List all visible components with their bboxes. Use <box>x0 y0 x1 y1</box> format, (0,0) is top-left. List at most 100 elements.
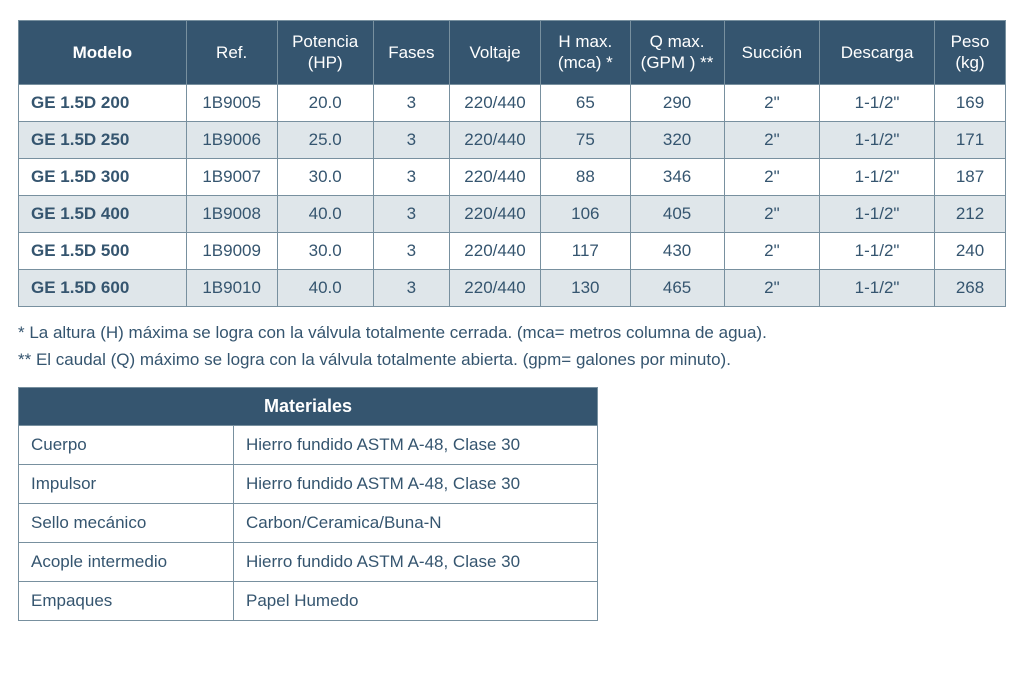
spec-col-header: Descarga <box>820 21 935 85</box>
table-cell: 169 <box>935 84 1006 121</box>
table-cell: 2" <box>724 121 820 158</box>
table-row: GE 1.5D 4001B900840.03220/4401064052"1-1… <box>19 195 1006 232</box>
table-cell: GE 1.5D 600 <box>19 269 187 306</box>
table-cell: 1B9009 <box>186 232 277 269</box>
materials-body: CuerpoHierro fundido ASTM A-48, Clase 30… <box>19 425 598 620</box>
table-cell: 117 <box>541 232 630 269</box>
table-row: Sello mecánicoCarbon/Ceramica/Buna-N <box>19 503 598 542</box>
table-cell: 220/440 <box>449 121 540 158</box>
table-cell: 3 <box>373 232 449 269</box>
table-cell: 40.0 <box>277 269 373 306</box>
table-cell: Hierro fundido ASTM A-48, Clase 30 <box>234 464 598 503</box>
table-cell: 2" <box>724 269 820 306</box>
specifications-table: ModeloRef.Potencia(HP)FasesVoltajeH max.… <box>18 20 1006 307</box>
table-cell: 1B9006 <box>186 121 277 158</box>
table-cell: 212 <box>935 195 1006 232</box>
table-cell: 2" <box>724 158 820 195</box>
table-row: Acople intermedioHierro fundido ASTM A-4… <box>19 542 598 581</box>
footnote-q: ** El caudal (Q) máximo se logra con la … <box>18 346 1006 373</box>
table-cell: 3 <box>373 269 449 306</box>
table-cell: 106 <box>541 195 630 232</box>
table-cell: 3 <box>373 84 449 121</box>
table-cell: 3 <box>373 195 449 232</box>
table-cell: 2" <box>724 232 820 269</box>
table-cell: 240 <box>935 232 1006 269</box>
table-cell: 30.0 <box>277 158 373 195</box>
materials-table: Materiales CuerpoHierro fundido ASTM A-4… <box>18 387 598 621</box>
footnote-h: * La altura (H) máxima se logra con la v… <box>18 319 1006 346</box>
table-cell: Papel Humedo <box>234 581 598 620</box>
spec-col-header: Q max.(GPM ) ** <box>630 21 724 85</box>
table-cell: 1-1/2" <box>820 84 935 121</box>
table-cell: Acople intermedio <box>19 542 234 581</box>
spec-col-header: Voltaje <box>449 21 540 85</box>
table-row: GE 1.5D 6001B901040.03220/4401304652"1-1… <box>19 269 1006 306</box>
table-cell: 220/440 <box>449 195 540 232</box>
table-cell: 25.0 <box>277 121 373 158</box>
table-cell: 65 <box>541 84 630 121</box>
spec-col-header: Modelo <box>19 21 187 85</box>
table-cell: 1B9005 <box>186 84 277 121</box>
table-row: GE 1.5D 2001B900520.03220/440652902"1-1/… <box>19 84 1006 121</box>
table-cell: 290 <box>630 84 724 121</box>
spec-col-header: Succión <box>724 21 820 85</box>
table-cell: 3 <box>373 121 449 158</box>
table-cell: Sello mecánico <box>19 503 234 542</box>
table-cell: 320 <box>630 121 724 158</box>
table-row: EmpaquesPapel Humedo <box>19 581 598 620</box>
table-cell: GE 1.5D 500 <box>19 232 187 269</box>
table-row: GE 1.5D 5001B900930.03220/4401174302"1-1… <box>19 232 1006 269</box>
table-cell: 3 <box>373 158 449 195</box>
table-cell: 220/440 <box>449 269 540 306</box>
table-cell: 1-1/2" <box>820 195 935 232</box>
table-cell: 268 <box>935 269 1006 306</box>
table-cell: 220/440 <box>449 84 540 121</box>
spec-col-header: Ref. <box>186 21 277 85</box>
table-cell: 1-1/2" <box>820 269 935 306</box>
spec-col-header: Peso (kg) <box>935 21 1006 85</box>
table-cell: 20.0 <box>277 84 373 121</box>
table-cell: 220/440 <box>449 232 540 269</box>
table-cell: Carbon/Ceramica/Buna-N <box>234 503 598 542</box>
table-cell: 430 <box>630 232 724 269</box>
table-cell: GE 1.5D 400 <box>19 195 187 232</box>
table-cell: 1B9008 <box>186 195 277 232</box>
table-cell: 346 <box>630 158 724 195</box>
table-cell: 405 <box>630 195 724 232</box>
table-cell: Cuerpo <box>19 425 234 464</box>
table-cell: GE 1.5D 200 <box>19 84 187 121</box>
table-cell: 465 <box>630 269 724 306</box>
table-cell: GE 1.5D 300 <box>19 158 187 195</box>
table-cell: Empaques <box>19 581 234 620</box>
spec-col-header: H max.(mca) * <box>541 21 630 85</box>
table-row: ImpulsorHierro fundido ASTM A-48, Clase … <box>19 464 598 503</box>
table-cell: 1-1/2" <box>820 158 935 195</box>
materials-title: Materiales <box>19 387 598 425</box>
spec-col-header: Potencia(HP) <box>277 21 373 85</box>
table-cell: 2" <box>724 195 820 232</box>
table-row: GE 1.5D 3001B900730.03220/440883462"1-1/… <box>19 158 1006 195</box>
table-cell: 88 <box>541 158 630 195</box>
table-cell: 30.0 <box>277 232 373 269</box>
spec-table-body: GE 1.5D 2001B900520.03220/440652902"1-1/… <box>19 84 1006 306</box>
table-cell: 1-1/2" <box>820 121 935 158</box>
table-cell: 75 <box>541 121 630 158</box>
table-cell: 187 <box>935 158 1006 195</box>
table-cell: 220/440 <box>449 158 540 195</box>
table-cell: 171 <box>935 121 1006 158</box>
table-cell: 40.0 <box>277 195 373 232</box>
table-cell: Hierro fundido ASTM A-48, Clase 30 <box>234 425 598 464</box>
table-cell: Hierro fundido ASTM A-48, Clase 30 <box>234 542 598 581</box>
table-row: GE 1.5D 2501B900625.03220/440753202"1-1/… <box>19 121 1006 158</box>
table-cell: 130 <box>541 269 630 306</box>
spec-table-header: ModeloRef.Potencia(HP)FasesVoltajeH max.… <box>19 21 1006 85</box>
table-cell: 2" <box>724 84 820 121</box>
table-cell: 1-1/2" <box>820 232 935 269</box>
table-cell: Impulsor <box>19 464 234 503</box>
spec-col-header: Fases <box>373 21 449 85</box>
table-cell: 1B9007 <box>186 158 277 195</box>
table-cell: 1B9010 <box>186 269 277 306</box>
table-row: CuerpoHierro fundido ASTM A-48, Clase 30 <box>19 425 598 464</box>
table-cell: GE 1.5D 250 <box>19 121 187 158</box>
footnotes: * La altura (H) máxima se logra con la v… <box>18 319 1006 373</box>
